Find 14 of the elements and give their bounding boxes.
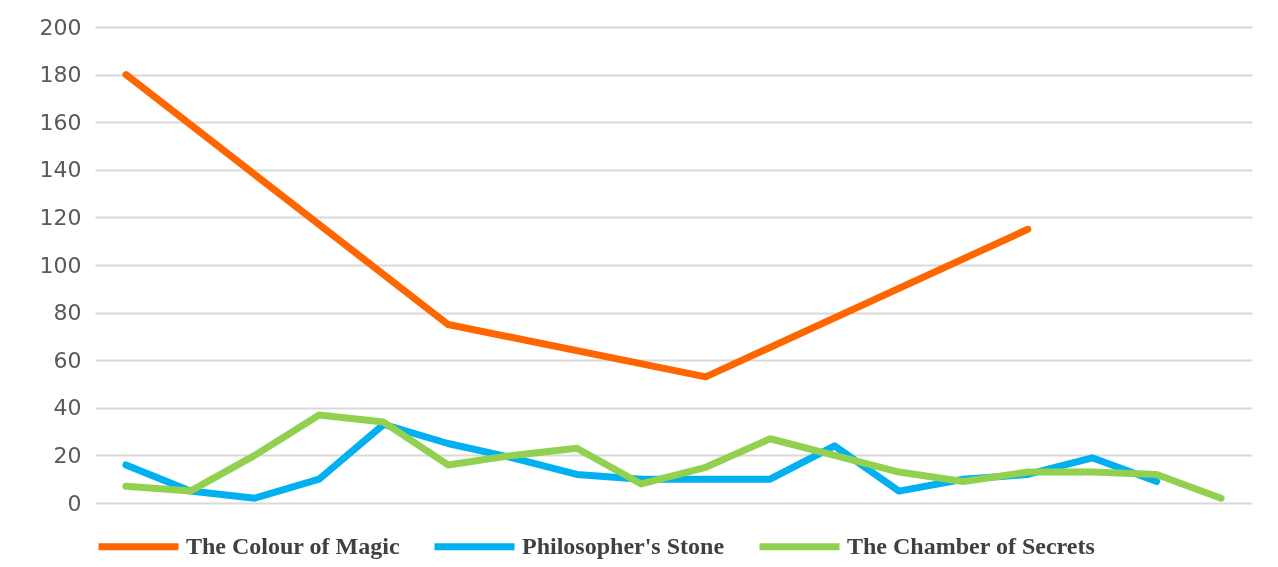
y-tick-label: 180 bbox=[39, 62, 82, 88]
y-tick-label: 120 bbox=[39, 204, 82, 230]
y-tick-label: 80 bbox=[53, 300, 82, 326]
y-tick-label: 40 bbox=[53, 395, 82, 421]
y-tick-label: 100 bbox=[39, 252, 82, 278]
y-tick-label: 160 bbox=[39, 109, 82, 135]
legend-label: The Chamber of Secrets bbox=[847, 532, 1095, 559]
y-tick-label: 140 bbox=[39, 157, 82, 183]
y-tick-label: 20 bbox=[53, 442, 82, 468]
y-tick-label: 200 bbox=[39, 14, 82, 40]
legend-label: Philosopher's Stone bbox=[522, 532, 725, 559]
y-tick-label: 0 bbox=[67, 490, 82, 516]
legend-label: The Colour of Magic bbox=[186, 532, 400, 559]
y-tick-label: 60 bbox=[53, 347, 82, 373]
